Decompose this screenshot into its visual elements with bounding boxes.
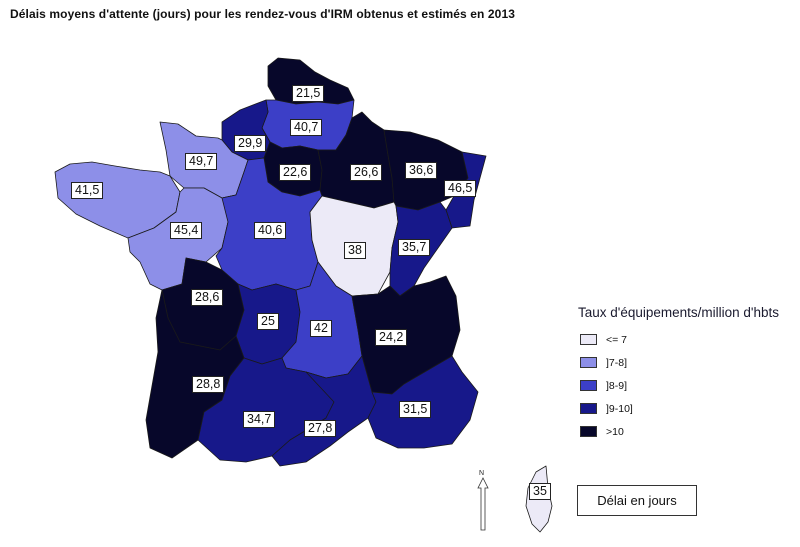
legend-label: <= 7 xyxy=(606,333,628,346)
region-value-label: 36,6 xyxy=(405,161,438,179)
map-title: Délais moyens d'attente (jours) pour les… xyxy=(10,7,515,21)
legend-swatch xyxy=(580,357,597,368)
region-value-label: 35 xyxy=(529,482,551,500)
region-value-label: 45,4 xyxy=(170,221,203,239)
legend-label: ]8-9] xyxy=(606,379,628,392)
region-value-label: 49,7 xyxy=(185,152,218,170)
legend-title: Taux d'équipements/million d'hbts xyxy=(578,305,780,320)
region-value-label: 42 xyxy=(310,319,332,337)
region-value-label: 21,5 xyxy=(292,84,325,102)
legend-item: >10 xyxy=(578,420,779,443)
legend-swatch xyxy=(580,380,597,391)
legend-label: ]9-10] xyxy=(606,402,633,415)
legend-swatch xyxy=(580,426,597,437)
region-value-label: 40,6 xyxy=(254,221,287,239)
legend-label: ]7-8] xyxy=(606,356,628,369)
region-value-label: 29,9 xyxy=(234,134,267,152)
region-value-label: 24,2 xyxy=(375,328,408,346)
region-value-label: 22,6 xyxy=(279,163,312,181)
region-value-label: 25 xyxy=(257,312,279,330)
legend-swatch xyxy=(580,334,597,345)
region-value-label: 38 xyxy=(344,241,366,259)
legend-item: ]7-8] xyxy=(578,351,779,374)
legend: Taux d'équipements/million d'hbts <= 7 ]… xyxy=(578,305,779,443)
region-value-label: 28,8 xyxy=(192,375,225,393)
region-value-label: 27,8 xyxy=(304,419,337,437)
legend-item: ]8-9] xyxy=(578,374,779,397)
legend-item: ]9-10] xyxy=(578,397,779,420)
region-value-label: 41,5 xyxy=(71,181,104,199)
region-value-label: 26,6 xyxy=(350,163,383,181)
legend-label: >10 xyxy=(606,425,624,438)
region-value-label: 46,5 xyxy=(444,179,477,197)
region-value-label: 34,7 xyxy=(243,410,276,428)
region-value-label: 40,7 xyxy=(290,118,323,136)
region-value-label: 31,5 xyxy=(399,400,432,418)
legend-key-box: Délai en jours xyxy=(577,485,697,516)
region-value-label: 35,7 xyxy=(398,238,431,256)
legend-item: <= 7 xyxy=(578,328,779,351)
legend-swatch xyxy=(580,403,597,414)
region-value-label: 28,6 xyxy=(191,288,224,306)
north-arrow-icon xyxy=(477,477,489,531)
north-label: N xyxy=(479,470,485,477)
